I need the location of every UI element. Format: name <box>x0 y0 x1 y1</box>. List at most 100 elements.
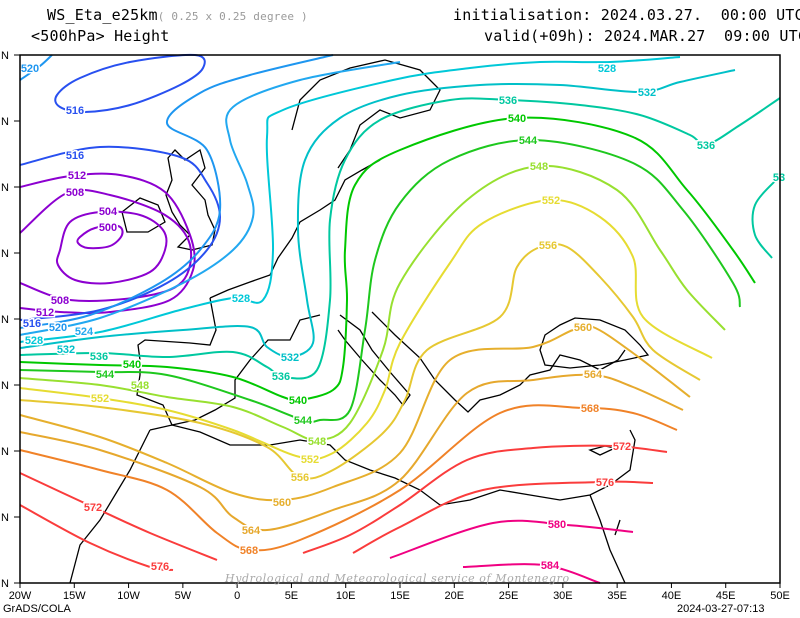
contour-label: 560 <box>273 497 291 509</box>
contour-label: 508 <box>66 187 84 199</box>
contour-label: 516 <box>66 150 84 162</box>
x-tick-label: 25E <box>499 590 519 602</box>
contour-576 <box>352 480 654 554</box>
contour-564 <box>19 373 684 532</box>
model-title: WS_Eta_e25km( 0.25 x 0.25 degree ) <box>47 6 308 24</box>
coastlines <box>69 59 650 584</box>
resolution-text: ( 0.25 x 0.25 degree ) <box>157 10 308 23</box>
field-title: <500hPa> Height <box>31 27 170 45</box>
contour-504 <box>55 210 168 285</box>
contour-label: 572 <box>84 502 102 514</box>
contour-label: 516 <box>23 318 41 330</box>
coast-ireland <box>121 197 166 233</box>
contour-label: 576 <box>151 561 169 573</box>
contour-580 <box>389 519 634 559</box>
contour-label: 536 <box>90 351 108 363</box>
coast-red-sea <box>589 494 626 584</box>
contour-label: 504 <box>99 206 118 218</box>
contour-508 <box>19 188 193 302</box>
contour-label: 552 <box>301 454 319 466</box>
footer-grads: GrADS/COLA <box>3 603 71 615</box>
coast-balkans <box>371 311 626 413</box>
contour-label: 500 <box>99 222 117 234</box>
initialisation-time: initialisation: 2024.03.27. 00:00 UTC <box>453 6 800 24</box>
contour-label: 556 <box>539 240 557 252</box>
model-name: WS_Eta_e25km <box>47 6 158 24</box>
contour-label: 548 <box>308 436 326 448</box>
contour-label: 548 <box>131 380 149 392</box>
coast-europe-west <box>209 159 381 299</box>
coast-black-sea <box>539 317 650 369</box>
coast-cyprus <box>588 445 618 456</box>
contour-label: 532 <box>281 352 299 364</box>
x-tick-label: 5W <box>175 590 192 602</box>
x-tick-label: 15W <box>63 590 86 602</box>
y-tick-label: N <box>1 182 9 194</box>
y-tick-label: N <box>1 446 9 458</box>
x-tick-label: 10W <box>117 590 140 602</box>
x-tick-label: 0 <box>234 590 240 602</box>
contour-536 <box>19 97 781 380</box>
contour-label: 524 <box>75 326 94 338</box>
contour-label: 580 <box>548 519 566 531</box>
contour-536 <box>751 177 779 259</box>
x-tick-label: 40E <box>662 590 682 602</box>
contour-label: 556 <box>291 472 309 484</box>
contour-label: 536 <box>272 371 290 383</box>
contour-520 <box>19 54 53 81</box>
coast-scandinavia <box>291 59 441 169</box>
contour-540 <box>19 116 756 402</box>
contour-label: 536 <box>499 95 517 107</box>
contour-label: 544 <box>96 369 115 381</box>
contour-label: 564 <box>242 525 261 537</box>
coast-italy <box>337 314 411 407</box>
coast-britain <box>165 148 216 251</box>
contour-label: 528 <box>598 63 616 75</box>
coast-iberia <box>136 297 321 426</box>
map-frame <box>19 54 781 584</box>
contour-524 <box>19 61 401 336</box>
contour-520 <box>19 54 334 329</box>
y-tick-label: N <box>1 314 9 326</box>
contour-label: 540 <box>289 395 307 407</box>
y-axis: N N N N N N N N N <box>1 50 20 590</box>
contour-528 <box>19 56 681 343</box>
y-tick-label: N <box>1 578 9 590</box>
contour-576 <box>19 504 174 572</box>
contour-label: 516 <box>66 105 84 117</box>
contour-label: 532 <box>57 344 75 356</box>
contour-label: 552 <box>91 393 109 405</box>
x-tick-label: 20W <box>9 590 32 602</box>
contour-584 <box>462 563 601 584</box>
contour-label: 512 <box>68 170 86 182</box>
contour-label: 584 <box>541 560 560 572</box>
contour-label: 568 <box>581 403 599 415</box>
contour-label: 540 <box>123 359 141 371</box>
contour-label: 564 <box>584 369 603 381</box>
contour-label: 520 <box>49 322 67 334</box>
contour-label: 576 <box>596 477 614 489</box>
y-tick-label: N <box>1 248 9 260</box>
contour-label: 528 <box>25 335 43 347</box>
contour-label: 552 <box>542 195 560 207</box>
contour-572 <box>19 472 218 561</box>
contour-label: 508 <box>51 295 69 307</box>
contour-label: 536 <box>697 140 715 152</box>
contour-label: 544 <box>294 415 313 427</box>
x-tick-label: 30E <box>553 590 573 602</box>
x-tick-label: 50E <box>770 590 790 602</box>
contour-label: 568 <box>240 545 258 557</box>
contour-560 <box>19 324 691 502</box>
y-tick-label: N <box>1 50 9 62</box>
x-tick-label: 10E <box>336 590 356 602</box>
x-tick-label: 15E <box>390 590 410 602</box>
contour-label: 544 <box>519 135 538 147</box>
contour-label: 532 <box>638 87 656 99</box>
x-tick-label: 35E <box>607 590 627 602</box>
contour-500 <box>76 224 124 250</box>
contour-label: 548 <box>530 161 548 173</box>
contour-544 <box>19 138 741 423</box>
y-tick-label: N <box>1 116 9 128</box>
x-axis: 20W 15W 10W 5W 0 5E 10E 15E 20E 25E 30E 35E 40E 45E 50… <box>9 583 790 602</box>
